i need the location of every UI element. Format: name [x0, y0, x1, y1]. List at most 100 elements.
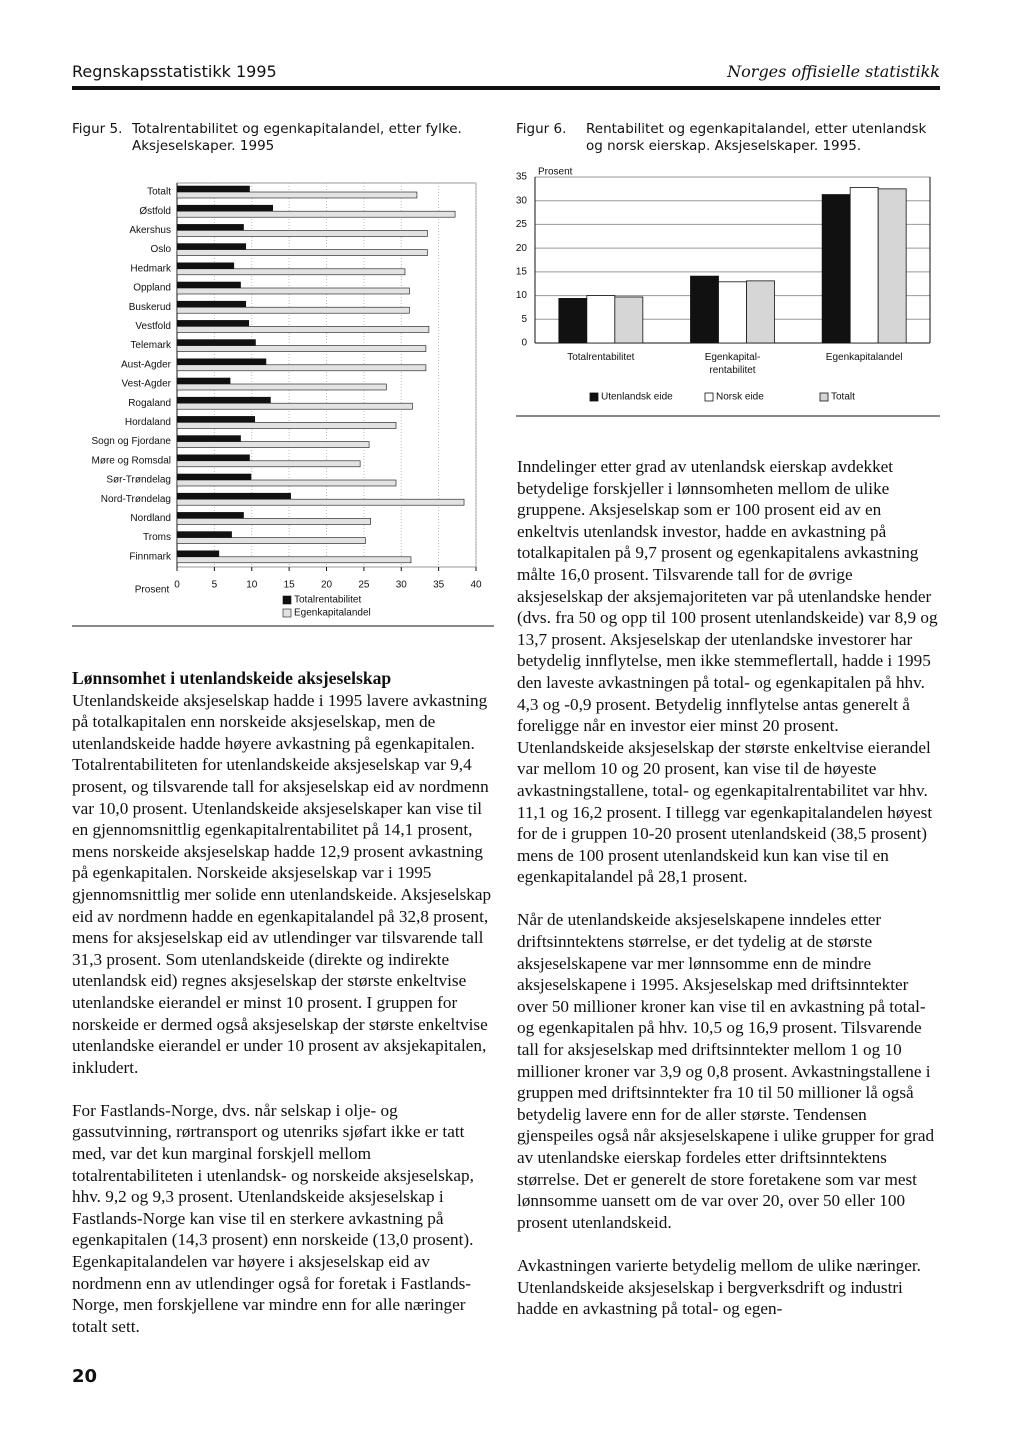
- bar: [176, 512, 244, 519]
- paragraph: Inndelinger etter grad av utenlandsk eie…: [517, 457, 938, 887]
- legend-label: Totalrentabilitet: [294, 595, 361, 606]
- bar: [176, 383, 387, 391]
- right-column: Inndelinger etter grad av utenlandsk eie…: [517, 456, 941, 1341]
- y-tick-label: 15: [516, 266, 528, 277]
- y-tick-label: 30: [516, 195, 528, 206]
- y-tick-label: Sogn og Fjordane: [91, 436, 171, 447]
- header-right: Norges offisielle statistikk: [727, 62, 940, 81]
- header-left: Regnskapsstatistikk 1995: [72, 62, 277, 81]
- bar: [176, 224, 244, 231]
- legend-label: Totalt: [831, 392, 855, 403]
- y-tick-label: Telemark: [130, 340, 172, 351]
- paragraph: Når de utenlandskeide aksjeselskapene in…: [517, 910, 935, 1232]
- bar: [176, 416, 256, 423]
- paragraph: Avkastningen varierte betydelig mellom d…: [517, 1255, 921, 1319]
- bar: [176, 498, 465, 506]
- x-tick-label: Egenkapital-rentabilitet: [705, 352, 761, 376]
- bar: [614, 296, 644, 344]
- bar: [821, 194, 851, 344]
- bar: [176, 556, 412, 564]
- legend-swatch: [282, 595, 292, 605]
- legend-label: Norsk eide: [716, 392, 764, 403]
- legend-swatch: [282, 608, 292, 618]
- bar: [176, 320, 250, 327]
- y-tick-label: Nord-Trøndelag: [101, 494, 171, 505]
- legend-swatch: [819, 392, 829, 402]
- bar: [176, 345, 427, 352]
- bar: [176, 550, 220, 558]
- y-tick-label: Sør-Trøndelag: [106, 475, 171, 486]
- bar: [558, 298, 588, 344]
- y-tick-label: Troms: [143, 532, 171, 543]
- bar: [176, 479, 397, 487]
- bar: [176, 249, 428, 256]
- figure-label: Figur 6.: [516, 121, 567, 137]
- bar: [176, 454, 250, 462]
- legend-swatch: [589, 392, 599, 402]
- page-number: 20: [72, 1366, 98, 1387]
- y-tick-label: Østfold: [139, 206, 171, 217]
- bar: [176, 537, 366, 544]
- bar: [718, 281, 747, 344]
- y-tick-label: Vestfold: [135, 321, 171, 332]
- bar: [176, 287, 410, 295]
- bar: [176, 460, 361, 468]
- x-tick-label: 10: [246, 580, 258, 591]
- bar: [176, 402, 413, 410]
- y-tick-label: Akershus: [129, 225, 171, 236]
- bar: [176, 492, 291, 500]
- bar: [176, 422, 397, 429]
- bar: [176, 268, 406, 276]
- bar: [176, 441, 370, 448]
- y-tick-label: 25: [516, 219, 528, 230]
- bar: [176, 339, 256, 346]
- x-tick-label: 35: [433, 580, 445, 591]
- x-tick-label: 15: [284, 580, 296, 591]
- bar: [849, 187, 879, 344]
- y-axis-label: Prosent: [538, 167, 573, 178]
- bar: [176, 396, 271, 404]
- y-tick-label: Finnmark: [129, 551, 172, 562]
- bar: [176, 243, 247, 250]
- x-tick-label: 0: [174, 580, 180, 591]
- y-tick-label: Aust-Agder: [121, 359, 172, 370]
- y-tick-label: Totalt: [147, 187, 171, 198]
- y-tick-label: 20: [516, 243, 528, 254]
- y-tick-label: Hordaland: [125, 417, 171, 428]
- bar: [176, 518, 371, 525]
- y-tick-label: Vest-Agder: [122, 379, 172, 390]
- y-tick-label: Hedmark: [130, 263, 172, 274]
- bar: [176, 364, 427, 372]
- x-tick-label: 5: [212, 580, 218, 591]
- y-tick-label: Buskerud: [129, 302, 171, 313]
- y-tick-label: 0: [521, 338, 527, 349]
- bar: [176, 435, 241, 442]
- x-axis-label: Prosent: [135, 585, 170, 596]
- bar: [176, 262, 235, 270]
- bar: [176, 326, 430, 333]
- bar: [586, 295, 616, 344]
- bar: [176, 531, 232, 538]
- paragraph: For Fastlands-Norge, dvs. når selskap i …: [72, 1100, 474, 1336]
- header-rule: [72, 86, 940, 90]
- left-column: Lønnsomhet i utenlandskeide aksjeselskap…: [72, 668, 492, 1359]
- y-tick-label: Nordland: [130, 513, 171, 524]
- figure-title: Totalrentabilitet og egenkapitalandel, e…: [132, 121, 462, 154]
- legend-label: Egenkapitalandel: [294, 608, 371, 619]
- x-tick-label: Egenkapitalandel: [826, 352, 903, 363]
- x-tick-label: 20: [321, 580, 333, 591]
- bar: [690, 275, 719, 344]
- bar: [746, 280, 775, 344]
- bar: [176, 358, 267, 366]
- bar: [176, 300, 247, 308]
- y-tick-label: Møre og Romsdal: [92, 455, 171, 466]
- y-tick-label: 10: [516, 290, 528, 301]
- figure-title: Rentabilitet og egenkapitalandel, etter …: [586, 121, 927, 154]
- y-tick-label: Rogaland: [128, 398, 171, 409]
- y-tick-label: Oslo: [150, 244, 171, 255]
- figure-label: Figur 5.: [72, 121, 123, 137]
- x-tick-label: 40: [470, 580, 482, 591]
- bar: [176, 185, 250, 193]
